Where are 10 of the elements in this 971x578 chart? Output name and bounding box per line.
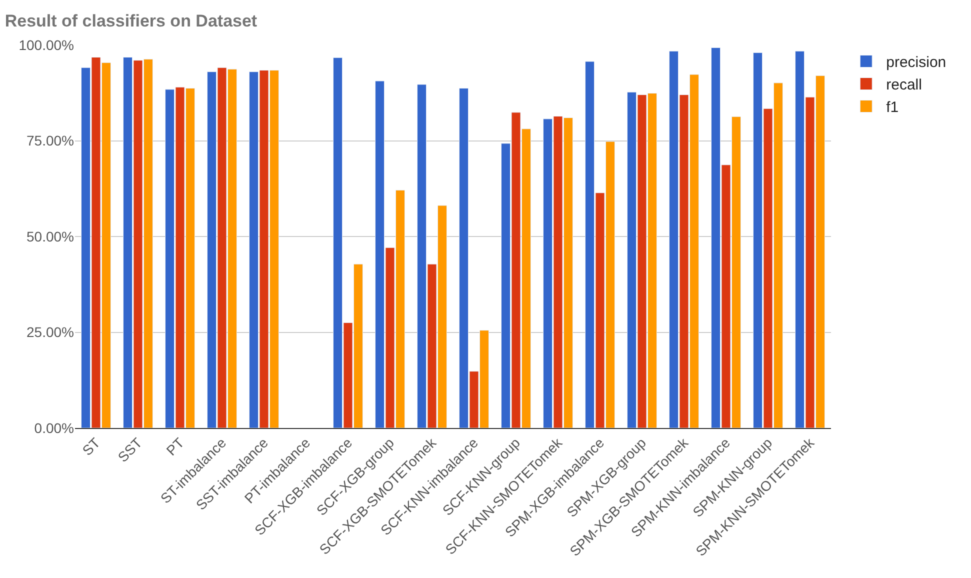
- y-tick-label: 100.00%: [18, 36, 74, 53]
- legend-label: f1: [886, 99, 899, 116]
- chart-title: Result of classifiers on Dataset: [4, 11, 258, 30]
- y-tick-label: 25.00%: [26, 324, 74, 340]
- legend-label: recall: [886, 76, 922, 94]
- legend-label: precision: [886, 54, 946, 72]
- x-tick-label: ST: [79, 434, 104, 459]
- y-tick-label: 50.00%: [26, 228, 74, 244]
- y-tick-label: 75.00%: [26, 132, 74, 149]
- y-tick-label: 0.00%: [34, 420, 74, 436]
